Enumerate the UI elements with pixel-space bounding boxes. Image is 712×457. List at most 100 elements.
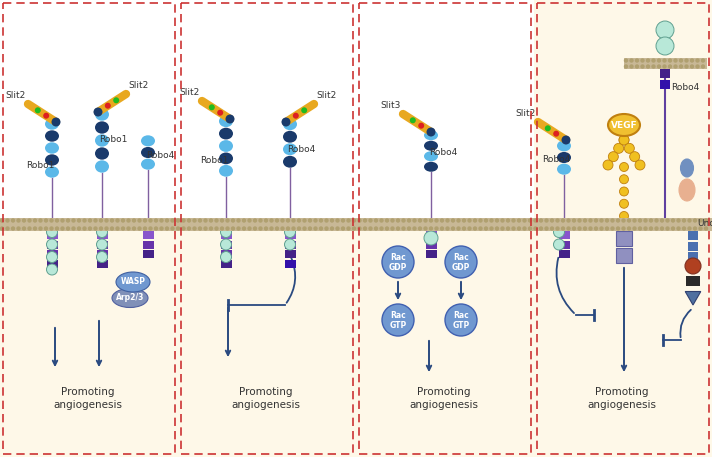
- Circle shape: [374, 218, 378, 223]
- Bar: [0, 218, 712, 231]
- Bar: [426, 250, 436, 258]
- Circle shape: [566, 226, 571, 231]
- Circle shape: [635, 64, 639, 69]
- Text: GDP: GDP: [452, 262, 470, 271]
- Circle shape: [225, 218, 230, 223]
- Circle shape: [396, 226, 400, 231]
- Bar: [534, 0, 712, 218]
- Circle shape: [187, 226, 192, 231]
- Circle shape: [264, 226, 268, 231]
- Circle shape: [164, 226, 169, 231]
- Circle shape: [258, 226, 263, 231]
- Circle shape: [236, 226, 241, 231]
- Circle shape: [88, 226, 92, 231]
- Circle shape: [555, 218, 560, 223]
- Circle shape: [38, 218, 43, 223]
- Circle shape: [35, 107, 41, 113]
- Circle shape: [286, 218, 290, 223]
- Circle shape: [434, 226, 439, 231]
- Bar: [3, 3, 175, 454]
- Bar: [97, 250, 108, 258]
- Circle shape: [198, 218, 202, 223]
- Text: Robo4: Robo4: [542, 155, 570, 164]
- Text: angiogenesis: angiogenesis: [231, 400, 300, 410]
- Circle shape: [115, 218, 120, 223]
- Bar: [660, 69, 670, 78]
- Circle shape: [384, 218, 389, 223]
- Circle shape: [604, 218, 609, 223]
- Bar: [97, 240, 108, 249]
- Text: Slit2: Slit2: [515, 109, 536, 118]
- Circle shape: [616, 226, 620, 231]
- Text: Robo1: Robo1: [99, 135, 127, 144]
- Circle shape: [402, 226, 406, 231]
- Ellipse shape: [45, 118, 59, 130]
- Circle shape: [619, 175, 629, 184]
- Circle shape: [511, 226, 515, 231]
- Circle shape: [544, 218, 549, 223]
- Circle shape: [610, 218, 614, 223]
- Circle shape: [303, 218, 307, 223]
- Circle shape: [198, 226, 202, 231]
- Circle shape: [627, 226, 632, 231]
- Circle shape: [281, 218, 285, 223]
- Bar: [356, 218, 534, 457]
- Circle shape: [379, 218, 384, 223]
- Text: GTP: GTP: [452, 320, 470, 329]
- Circle shape: [624, 143, 634, 154]
- Text: Promoting: Promoting: [61, 387, 115, 397]
- Circle shape: [660, 218, 664, 223]
- Circle shape: [44, 218, 48, 223]
- Text: Robo4: Robo4: [287, 145, 315, 154]
- Circle shape: [693, 226, 697, 231]
- Circle shape: [561, 226, 565, 231]
- Bar: [426, 240, 436, 249]
- Circle shape: [97, 227, 108, 238]
- Circle shape: [600, 226, 604, 231]
- Circle shape: [303, 226, 307, 231]
- Circle shape: [291, 218, 295, 223]
- Circle shape: [313, 226, 318, 231]
- Circle shape: [506, 226, 511, 231]
- Circle shape: [247, 226, 252, 231]
- Circle shape: [176, 226, 180, 231]
- Circle shape: [635, 160, 645, 170]
- Circle shape: [638, 226, 642, 231]
- Bar: [688, 241, 698, 250]
- Circle shape: [594, 226, 598, 231]
- Circle shape: [382, 304, 414, 336]
- Circle shape: [11, 226, 15, 231]
- Circle shape: [644, 218, 648, 223]
- Circle shape: [600, 218, 604, 223]
- Circle shape: [357, 218, 362, 223]
- Circle shape: [51, 117, 61, 127]
- Circle shape: [473, 218, 477, 223]
- Circle shape: [159, 226, 164, 231]
- Circle shape: [137, 218, 142, 223]
- Circle shape: [649, 218, 653, 223]
- Circle shape: [517, 226, 521, 231]
- Circle shape: [209, 218, 213, 223]
- Circle shape: [346, 226, 351, 231]
- Text: angiogenesis: angiogenesis: [409, 400, 478, 410]
- Text: Rac: Rac: [453, 254, 469, 262]
- Circle shape: [137, 226, 142, 231]
- Circle shape: [640, 58, 644, 63]
- Circle shape: [143, 218, 147, 223]
- Circle shape: [501, 226, 505, 231]
- Circle shape: [330, 218, 334, 223]
- Circle shape: [594, 218, 598, 223]
- Ellipse shape: [45, 154, 59, 166]
- Circle shape: [662, 58, 666, 63]
- Circle shape: [264, 218, 268, 223]
- Circle shape: [71, 218, 75, 223]
- Ellipse shape: [95, 160, 109, 173]
- Circle shape: [308, 226, 312, 231]
- Ellipse shape: [219, 140, 233, 152]
- Circle shape: [46, 227, 58, 238]
- Circle shape: [220, 226, 224, 231]
- Circle shape: [132, 226, 136, 231]
- Circle shape: [217, 110, 223, 116]
- Circle shape: [104, 218, 109, 223]
- Circle shape: [665, 218, 670, 223]
